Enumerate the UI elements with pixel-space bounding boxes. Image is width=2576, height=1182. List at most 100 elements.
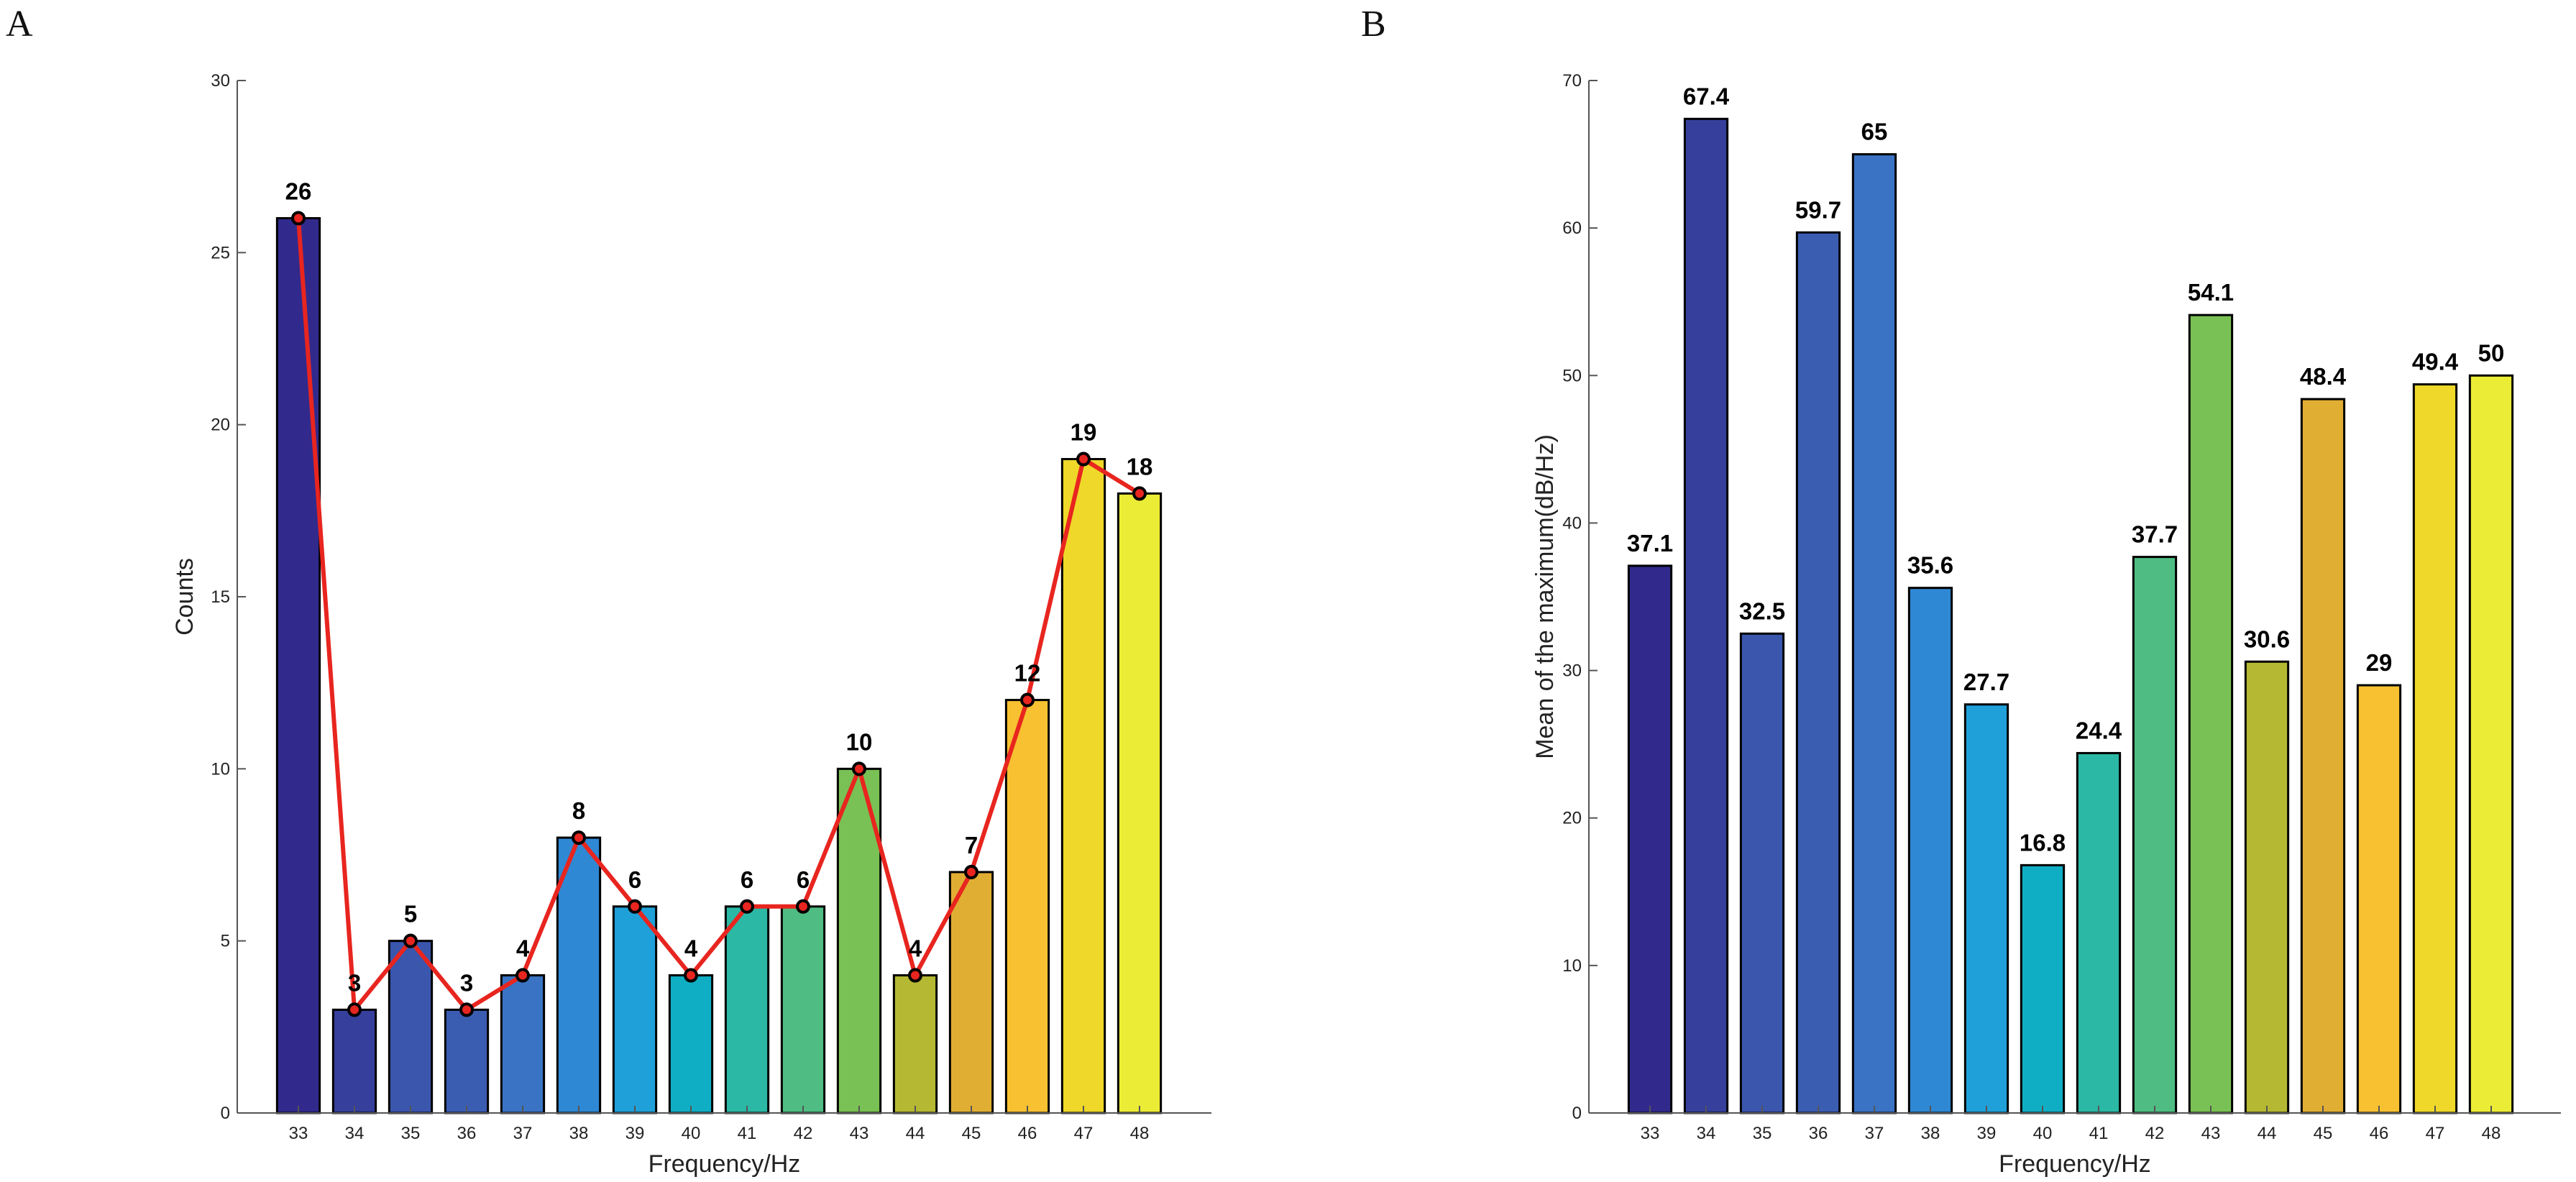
panel-a-x-tick-label: 42 — [794, 1124, 813, 1143]
panel-a-x-tick-label: 33 — [289, 1124, 308, 1143]
panel-b-x-tick-label: 35 — [1753, 1124, 1772, 1143]
panel-a-trend-marker-36 — [459, 1002, 474, 1017]
panel-a-data-label-45: 7 — [965, 832, 978, 858]
panel-a-data-label-39: 6 — [628, 866, 641, 893]
panel-b-bar-45 — [2300, 398, 2346, 1114]
panel-a-x-tick-label: 46 — [1018, 1124, 1037, 1143]
panel-a-bar-37 — [500, 974, 546, 1114]
panel-a-data-label-34: 3 — [348, 969, 361, 996]
panel-a-x-tick-label: 41 — [738, 1124, 757, 1143]
panel-b-y-tick-label: 10 — [1562, 956, 1582, 976]
panel-a-data-label-44: 4 — [909, 935, 922, 962]
panel-b-x-tick-label: 48 — [2482, 1124, 2501, 1143]
panel-b-data-label-35: 32.5 — [1739, 597, 1785, 624]
panel-b-x-tick-label: 43 — [2201, 1124, 2221, 1143]
panel-b-y-tick-label: 20 — [1562, 809, 1582, 828]
panel-a-trend-marker-43 — [852, 761, 866, 776]
panel-b-data-label-41: 24.4 — [2076, 717, 2122, 743]
panel-b-x-tick-label: 44 — [2258, 1124, 2277, 1143]
panel-b-x-tick-label: 41 — [2089, 1124, 2109, 1143]
panel-a-data-label-47: 19 — [1071, 419, 1097, 446]
panel-a-bar-33 — [275, 216, 321, 1114]
panel-a-trend-marker-35 — [403, 933, 418, 948]
panel-a-y-tick-label: 20 — [211, 416, 230, 435]
panel-a-y-tick-label: 0 — [221, 1104, 230, 1123]
panel-a-x-axis-label: Frequency/Hz — [648, 1150, 801, 1178]
panel-a-y-axis-label: Counts — [171, 558, 198, 636]
panel-a-bar-42 — [780, 905, 826, 1114]
panel-b-bar-44 — [2244, 660, 2290, 1114]
panel-b-data-label-34: 67.4 — [1683, 83, 1730, 109]
panel-b-y-tick-label: 0 — [1572, 1104, 1582, 1123]
panel-b-bar-41 — [2076, 751, 2122, 1114]
panel-b-data-label-47: 49.4 — [2412, 349, 2459, 375]
panel-b-x-tick-label: 42 — [2145, 1124, 2165, 1143]
panel-a-bar-47 — [1060, 458, 1106, 1114]
panel-b-x-axis-label: Frequency/Hz — [1999, 1150, 2151, 1178]
panel-a-bar-40 — [668, 974, 714, 1114]
panel-a-trend-marker-37 — [515, 968, 530, 983]
panel-b-bar-39 — [1963, 703, 2009, 1114]
panel-a-bar-35 — [388, 940, 434, 1114]
panel-a-y-tick-label: 5 — [221, 932, 230, 951]
panel-b-bar-43 — [2188, 313, 2234, 1114]
panel-b-bar-37 — [1851, 153, 1897, 1114]
panel-b-x-tick-label: 34 — [1697, 1124, 1716, 1143]
panel-b-data-label-48: 50 — [2478, 339, 2505, 366]
panel-a-y-tick-label: 15 — [211, 587, 230, 607]
panel-a-letter: A — [6, 4, 33, 45]
panel-a-data-label-40: 4 — [684, 935, 698, 962]
panel-a-trend-marker-46 — [1020, 692, 1035, 707]
panel-b-y-tick-label: 30 — [1562, 661, 1582, 681]
panel-b-data-label-38: 35.6 — [1907, 552, 1953, 579]
panel-a-y-tick-label: 10 — [211, 759, 230, 779]
panel-b-x-tick-label: 38 — [1921, 1124, 1940, 1143]
panel-a-bar-48 — [1117, 492, 1163, 1114]
panel-b-x-tick-label: 45 — [2314, 1124, 2333, 1143]
panel-a-x-tick-label: 43 — [850, 1124, 869, 1143]
panel-a-bar-45 — [948, 871, 994, 1114]
panel-b-x-tick-label: 47 — [2426, 1124, 2445, 1143]
panel-a-trend-marker-45 — [964, 864, 978, 879]
panel-a-x-tick-label: 45 — [962, 1124, 981, 1143]
panel-a-data-label-46: 12 — [1014, 660, 1041, 687]
panel-b-bar-47 — [2412, 383, 2458, 1114]
panel-a-data-label-36: 3 — [460, 969, 473, 996]
panel-b-bar-38 — [1907, 587, 1953, 1114]
panel-a-bar-38 — [556, 836, 602, 1114]
panel-a-x-tick-label: 37 — [513, 1124, 533, 1143]
panel-a-trend-marker-47 — [1076, 452, 1091, 467]
panel-b-data-label-42: 37.7 — [2132, 521, 2178, 548]
panel-a-y-tick-label: 30 — [211, 71, 230, 91]
panel-a-x-tick-label: 44 — [906, 1124, 925, 1143]
panel-b-data-label-39: 27.7 — [1963, 669, 2009, 695]
panel-a-data-label-33: 26 — [285, 178, 312, 204]
panel-b-data-label-44: 30.6 — [2244, 626, 2290, 652]
panel-a-trend-marker-48 — [1132, 486, 1147, 501]
panel-b-x-tick-label: 39 — [1977, 1124, 1997, 1143]
panel-b-x-tick-label: 46 — [2370, 1124, 2389, 1143]
panel-b-x-tick-label: 40 — [2033, 1124, 2053, 1143]
panel-b-bar-48 — [2468, 374, 2514, 1114]
panel-a-data-label-37: 4 — [516, 935, 530, 962]
panel-b-y-axis-label: Mean of the maximum(dB/Hz) — [1531, 434, 1559, 759]
panel-a-trend-marker-34 — [347, 1002, 362, 1017]
panel-b-bar-35 — [1739, 632, 1785, 1114]
panel-a-data-label-41: 6 — [741, 866, 753, 893]
panel-a-bar-34 — [331, 1008, 377, 1114]
panel-b-data-label-46: 29 — [2366, 649, 2393, 676]
panel-a-data-label-43: 10 — [846, 728, 873, 755]
panel-b-data-label-33: 37.1 — [1627, 530, 1673, 556]
panel-b-data-label-40: 16.8 — [2020, 829, 2066, 856]
panel-b-bar-36 — [1795, 231, 1841, 1114]
panel-b-x-tick-label: 36 — [1809, 1124, 1828, 1143]
panel-b-x-tick-label: 33 — [1641, 1124, 1660, 1143]
panel-a-bar-44 — [892, 974, 938, 1114]
panel-b-data-label-36: 59.7 — [1795, 196, 1841, 223]
panel-b-y-tick-label: 40 — [1562, 513, 1582, 533]
panel-b: B 37.1 67.4 32.5 59.7 65 35.6 27.7 16.8 24.4 37.7… — [1361, 4, 2561, 1178]
panel-b-y-tick-label: 50 — [1562, 366, 1582, 385]
panel-a-trend-marker-39 — [628, 899, 642, 914]
panel-a-x-tick-label: 48 — [1130, 1124, 1150, 1143]
